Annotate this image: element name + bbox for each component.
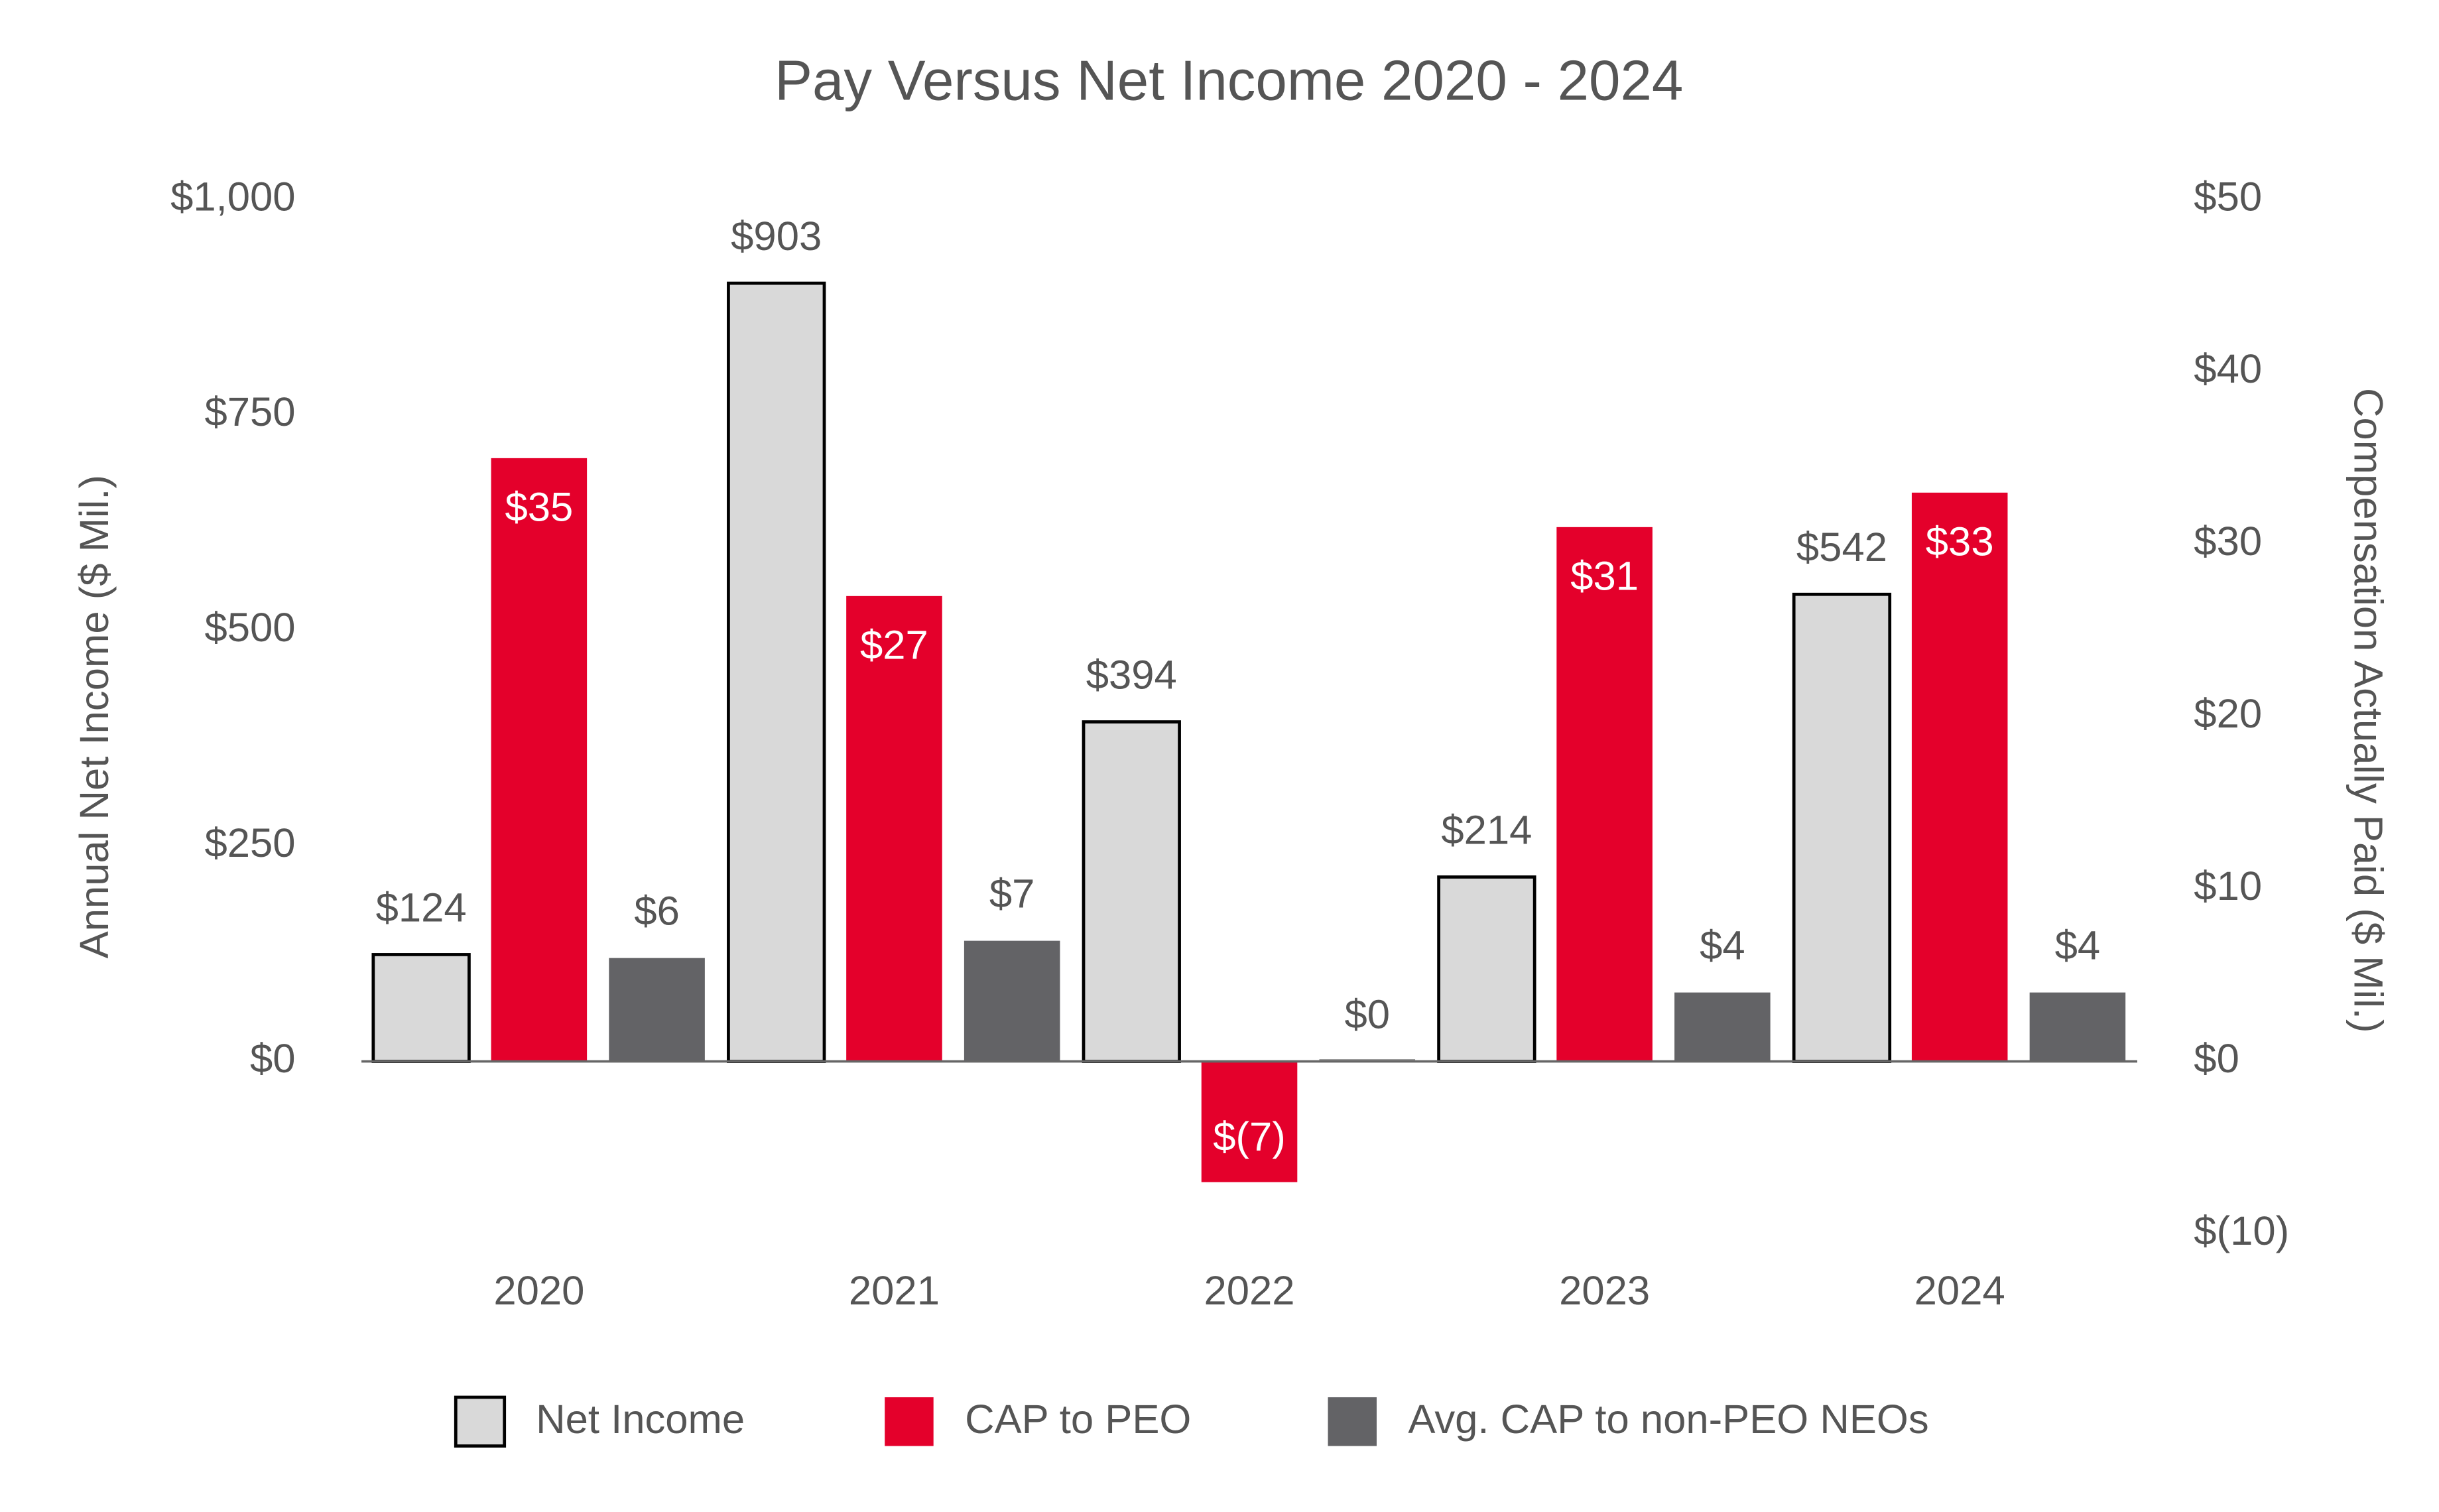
data-label: $4 [2055, 923, 2101, 969]
data-label: $124 [376, 885, 467, 930]
data-label: $6 [634, 889, 680, 934]
chart-title: Pay Versus Net Income 2020 - 2024 [775, 50, 1683, 113]
y-tick-label: $1,000 [170, 174, 295, 220]
data-label: $27 [860, 622, 928, 668]
y-axis-title: Annual Net Income ($ Mil.) [72, 475, 117, 958]
bar [964, 940, 1060, 1062]
x-tick-label: 2024 [1914, 1268, 2005, 1314]
bar [1911, 492, 2008, 1062]
bar [727, 281, 826, 1063]
bar [1437, 875, 1536, 1063]
x-tick-label: 2023 [1559, 1268, 1650, 1314]
legend-swatch [454, 1395, 507, 1448]
y2-tick-label: $30 [2194, 519, 2262, 564]
y2-axis-title: Compensation Actually Paid ($ Mil.) [2345, 388, 2391, 1033]
legend-label: Avg. CAP to non-PEO NEOs [1408, 1397, 1928, 1442]
data-label: $31 [1570, 553, 1639, 599]
data-label: $394 [1086, 652, 1177, 698]
y2-tick-label: $(10) [2194, 1208, 2289, 1254]
x-tick-label: 2021 [849, 1268, 940, 1314]
y2-tick-label: $40 [2194, 346, 2262, 392]
bar [1082, 720, 1181, 1063]
bar [1792, 592, 1892, 1063]
bar [846, 596, 942, 1062]
bar [1201, 1061, 1298, 1182]
y-tick-label: $250 [204, 820, 295, 866]
data-label: $35 [505, 484, 573, 530]
bar [371, 953, 471, 1063]
data-label: $0 [1345, 992, 1391, 1038]
legend-swatch [885, 1397, 934, 1446]
bar [491, 458, 588, 1062]
bar [2029, 992, 2126, 1062]
data-label: $4 [1700, 923, 1745, 969]
y2-tick-label: $50 [2194, 174, 2262, 220]
y-tick-label: $0 [250, 1036, 296, 1082]
data-label: $7 [989, 871, 1035, 917]
y2-tick-label: $20 [2194, 691, 2262, 737]
bar [1674, 992, 1771, 1062]
bar [1556, 527, 1653, 1062]
y-tick-label: $500 [204, 605, 295, 651]
legend-label: Net Income [536, 1397, 745, 1442]
legend-swatch [1328, 1397, 1377, 1446]
legend-label: CAP to PEO [965, 1397, 1191, 1442]
bar [1319, 1059, 1416, 1062]
data-label: $542 [1796, 525, 1887, 570]
data-label: $(7) [1213, 1114, 1286, 1160]
y-tick-label: $750 [204, 389, 295, 435]
x-tick-label: 2022 [1204, 1268, 1294, 1314]
x-tick-label: 2020 [493, 1268, 584, 1314]
y2-tick-label: $10 [2194, 863, 2262, 909]
data-label: $214 [1441, 807, 1532, 853]
bar [609, 958, 705, 1062]
y2-tick-label: $0 [2194, 1036, 2239, 1082]
data-label: $903 [731, 214, 822, 259]
data-label: $33 [1926, 519, 1994, 564]
